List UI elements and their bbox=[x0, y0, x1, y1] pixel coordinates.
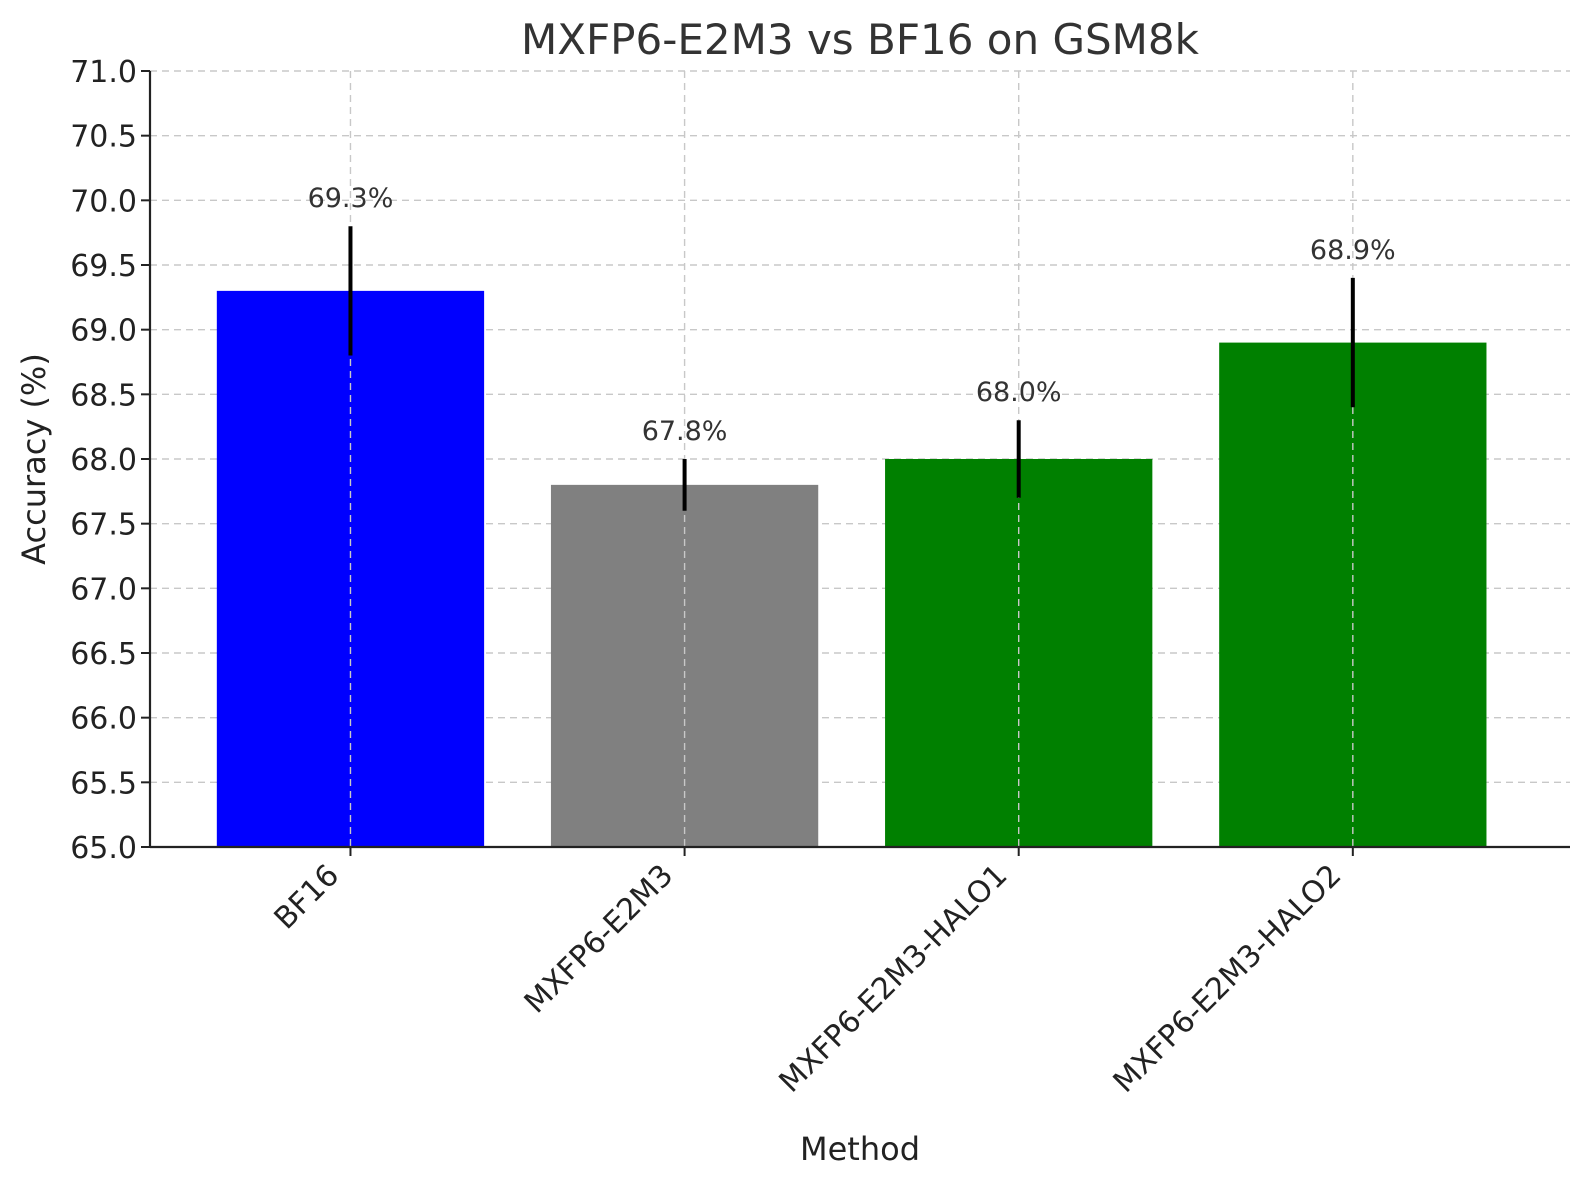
y-tick-label: 68.0 bbox=[70, 443, 137, 478]
x-tick-label: MXFP6-E2M3 bbox=[518, 858, 680, 1020]
data-labels: 69.3% 67.8% 68.0% 68.9% bbox=[308, 183, 1396, 447]
y-tick-label: 69.0 bbox=[70, 314, 137, 349]
y-axis-ticks: 65.0 65.5 66.0 66.5 67.0 67.5 68.0 68.5 69.0 69.5… bbox=[70, 55, 150, 866]
y-tick-label: 65.5 bbox=[70, 766, 137, 801]
y-tick-label: 68.5 bbox=[70, 378, 137, 413]
x-tick-label: BF16 bbox=[268, 858, 346, 936]
y-tick-label: 65.0 bbox=[70, 831, 137, 866]
x-axis-label: Method bbox=[800, 1130, 920, 1168]
y-tick-label: 66.5 bbox=[70, 637, 137, 672]
y-axis-label: Accuracy (%) bbox=[15, 353, 53, 565]
x-tick-label: MXFP6-E2M3-HALO2 bbox=[1107, 858, 1349, 1100]
x-axis-ticks: BF16 MXFP6-E2M3 MXFP6-E2M3-HALO1 MXFP6-E2M3… bbox=[268, 847, 1354, 1100]
data-label: 68.9% bbox=[1310, 235, 1396, 266]
bars bbox=[216, 290, 1487, 847]
y-tick-label: 69.5 bbox=[70, 249, 137, 284]
y-tick-label: 67.5 bbox=[70, 508, 137, 543]
y-tick-label: 70.5 bbox=[70, 120, 137, 155]
x-tick-label: MXFP6-E2M3-HALO1 bbox=[773, 858, 1015, 1100]
chart-title: MXFP6-E2M3 vs BF16 on GSM8k bbox=[521, 15, 1200, 64]
y-tick-label: 71.0 bbox=[70, 55, 137, 90]
data-label: 67.8% bbox=[642, 416, 728, 447]
grid-lines bbox=[150, 70, 1570, 784]
y-tick-label: 70.0 bbox=[70, 184, 137, 219]
y-tick-label: 67.0 bbox=[70, 572, 137, 607]
data-label: 68.0% bbox=[976, 377, 1062, 408]
bar bbox=[1219, 342, 1487, 847]
data-label: 69.3% bbox=[308, 183, 394, 214]
y-tick-label: 66.0 bbox=[70, 702, 137, 737]
error-bars bbox=[348, 226, 1355, 511]
